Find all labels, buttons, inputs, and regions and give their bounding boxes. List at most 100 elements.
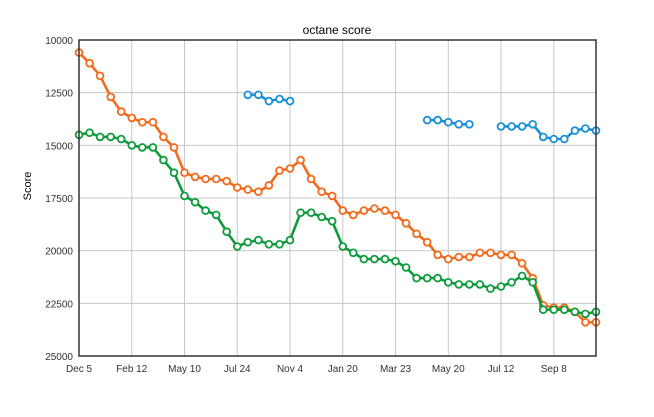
data-point (106, 132, 115, 142)
data-point (581, 317, 590, 327)
data-point (327, 191, 337, 201)
data-point (211, 210, 221, 220)
data-point (338, 206, 348, 215)
data-point (116, 134, 126, 144)
data-point (190, 197, 200, 207)
data-point (222, 176, 232, 186)
data-point (254, 187, 263, 197)
data-point (95, 132, 105, 142)
data-point (581, 309, 590, 319)
data-point (433, 115, 443, 125)
x-tick-label: Nov 4 (277, 364, 304, 375)
data-point (454, 280, 464, 289)
data-point (127, 113, 137, 123)
data-point (422, 115, 432, 125)
data-point (359, 206, 369, 215)
data-point (148, 117, 158, 127)
data-point (465, 252, 474, 262)
x-tick-label: Jan 20 (328, 364, 358, 375)
y-tick-label: 25000 (45, 352, 73, 363)
series-green (74, 128, 601, 319)
data-point (401, 263, 411, 272)
data-point (422, 273, 432, 283)
data-point (264, 96, 274, 106)
data-point (201, 174, 210, 184)
data-point (95, 71, 105, 81)
data-point (169, 143, 179, 152)
data-point (190, 172, 200, 182)
data-point (496, 282, 506, 291)
data-point (285, 96, 295, 106)
data-point (243, 90, 253, 100)
data-point (275, 166, 284, 175)
data-point (85, 128, 94, 138)
y-tick-label: 15000 (45, 141, 73, 152)
data-point (233, 183, 242, 192)
data-point (338, 242, 348, 251)
data-point (264, 240, 274, 249)
x-tick-label: Feb 12 (116, 364, 148, 375)
data-point (412, 229, 421, 239)
data-point (254, 235, 263, 245)
data-point (443, 277, 453, 287)
series-blue (243, 90, 601, 144)
data-point (138, 117, 147, 127)
data-point (254, 90, 263, 100)
data-point (359, 254, 369, 264)
data-point (296, 208, 305, 218)
data-point (317, 187, 327, 197)
data-point (201, 206, 210, 215)
data-point (507, 277, 516, 287)
data-point (285, 164, 295, 173)
x-tick-label: Dec 5 (66, 364, 93, 375)
data-point (169, 168, 179, 178)
data-point (180, 168, 189, 178)
y-tick-label: 12500 (45, 89, 73, 100)
data-point (507, 250, 516, 260)
data-point (180, 191, 189, 201)
data-point (296, 155, 305, 165)
y-tick-label: 10000 (45, 36, 73, 47)
data-point (106, 92, 115, 102)
data-point (496, 250, 506, 260)
data-point (570, 126, 580, 135)
data-point (391, 256, 400, 266)
data-point (348, 248, 358, 258)
data-point (401, 219, 411, 228)
data-point (275, 94, 284, 104)
data-point (412, 273, 421, 283)
data-point (570, 307, 580, 317)
data-point (538, 132, 548, 142)
data-point (559, 305, 569, 315)
data-point (275, 240, 284, 249)
data-point (496, 122, 506, 131)
x-tick-label: Jul 24 (224, 364, 251, 375)
data-point (559, 134, 569, 144)
data-point (486, 284, 495, 293)
x-tick-label: Sep 8 (541, 364, 568, 375)
data-point (159, 155, 168, 165)
series-line-blue (501, 123, 597, 141)
plot-frame (78, 39, 597, 357)
data-point (243, 237, 253, 247)
series-lines (74, 48, 601, 327)
data-point (243, 185, 253, 194)
x-tick-label: Mar 23 (380, 364, 412, 375)
data-point (138, 143, 147, 152)
data-point (211, 174, 221, 184)
x-tick-label: May 10 (168, 364, 201, 375)
y-tick-label: 20000 (45, 247, 73, 258)
data-point (433, 273, 443, 283)
x-tick-label: May 20 (432, 364, 465, 375)
data-point (465, 280, 474, 289)
data-point (433, 250, 443, 260)
data-point (370, 204, 379, 213)
data-point (285, 235, 295, 245)
data-point (465, 120, 474, 129)
data-point (549, 305, 559, 315)
data-point (222, 227, 232, 237)
data-point (306, 174, 316, 184)
x-tick-label: Jul 12 (488, 364, 515, 375)
